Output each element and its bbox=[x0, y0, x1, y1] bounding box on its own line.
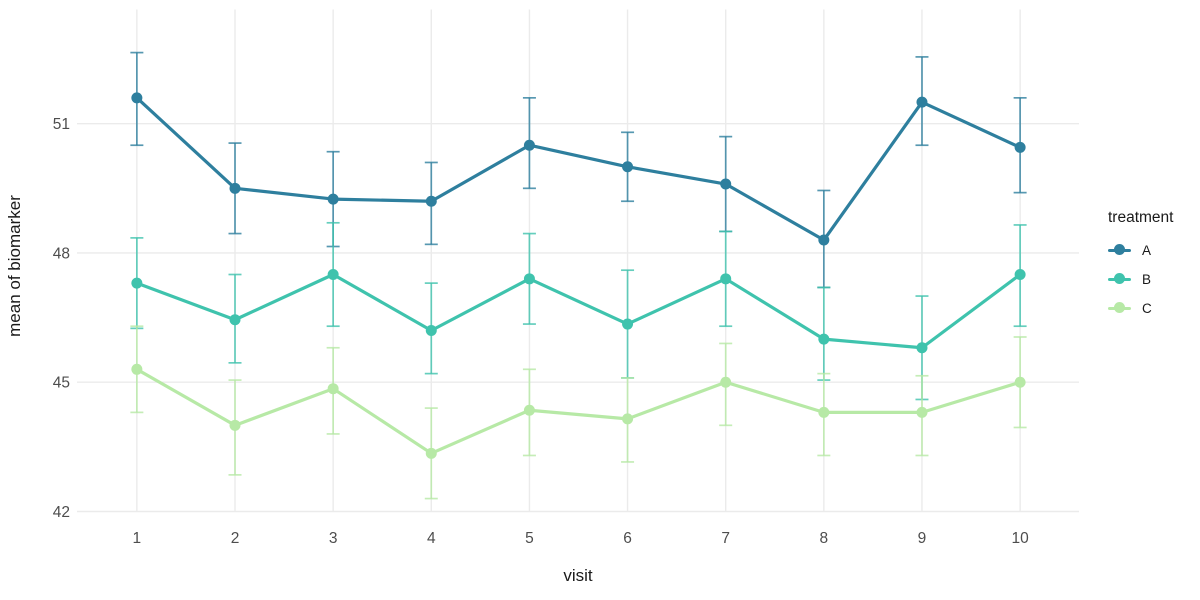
legend-item-b: B bbox=[1108, 268, 1173, 290]
series-C-line bbox=[136, 367, 1021, 455]
x-tick-label: 10 bbox=[1011, 530, 1029, 547]
series-B-point bbox=[425, 325, 437, 337]
series-C-point bbox=[327, 383, 339, 395]
legend-key-line-dot-icon bbox=[1108, 268, 1131, 290]
series-C-point bbox=[523, 404, 535, 416]
series-A-point bbox=[229, 182, 241, 194]
series-A-line bbox=[135, 96, 1021, 242]
x-tick-label: 8 bbox=[820, 530, 829, 547]
y-tick-label: 45 bbox=[53, 375, 70, 392]
series-A-point bbox=[818, 234, 830, 246]
series-A-point bbox=[916, 96, 928, 108]
legend-key-line-dot-icon bbox=[1108, 239, 1131, 261]
legend: treatment A B C bbox=[1108, 208, 1173, 326]
series-B-line bbox=[136, 272, 1022, 350]
series-A-point bbox=[327, 193, 339, 205]
x-tick-label: 7 bbox=[721, 530, 730, 547]
x-tick-label: 6 bbox=[623, 530, 632, 547]
series-A-point bbox=[425, 195, 437, 207]
x-tick-label: 9 bbox=[918, 530, 927, 547]
series-A-point bbox=[131, 92, 143, 104]
y-tick-label: 51 bbox=[53, 116, 70, 133]
x-tick-label: 1 bbox=[133, 530, 142, 547]
x-tick-label: 4 bbox=[427, 530, 436, 547]
series-B-point bbox=[131, 277, 143, 289]
series-C-point bbox=[916, 406, 928, 418]
legend-item-label: B bbox=[1142, 271, 1152, 287]
series-C-point bbox=[818, 406, 830, 418]
series-B-point bbox=[622, 318, 634, 330]
series-B-point bbox=[229, 314, 241, 326]
series-A-point bbox=[622, 161, 634, 173]
x-tick-label: 3 bbox=[329, 530, 338, 547]
series-B-point bbox=[1014, 269, 1026, 281]
series-B-point bbox=[818, 333, 830, 345]
y-tick-label: 42 bbox=[53, 504, 70, 521]
series-C-point bbox=[622, 413, 634, 425]
legend-item-label: A bbox=[1142, 242, 1152, 258]
series-A-point bbox=[523, 139, 535, 151]
series-C-point bbox=[229, 419, 241, 431]
y-tick-label: 48 bbox=[53, 245, 70, 262]
series-A-point bbox=[1014, 141, 1026, 153]
series-A-point bbox=[720, 178, 732, 190]
series-C-point bbox=[425, 447, 437, 459]
series-C-point bbox=[1014, 376, 1026, 388]
series-B-point bbox=[523, 273, 535, 285]
series-B-point bbox=[720, 273, 732, 285]
x-tick-label: 2 bbox=[231, 530, 240, 547]
legend-key-line-dot-icon bbox=[1108, 297, 1131, 319]
x-axis-title: visit bbox=[563, 566, 593, 585]
legend-item-c: C bbox=[1108, 297, 1173, 319]
series-B-point bbox=[327, 269, 339, 281]
legend-item-label: C bbox=[1142, 300, 1152, 316]
legend-item-a: A bbox=[1108, 239, 1173, 261]
series-B-point bbox=[916, 342, 928, 354]
y-axis-title: mean of biomarker bbox=[5, 195, 24, 337]
x-tick-label: 5 bbox=[525, 530, 534, 547]
series-C-point bbox=[720, 376, 732, 388]
series-C-point bbox=[131, 363, 143, 375]
legend-title: treatment bbox=[1108, 209, 1174, 226]
